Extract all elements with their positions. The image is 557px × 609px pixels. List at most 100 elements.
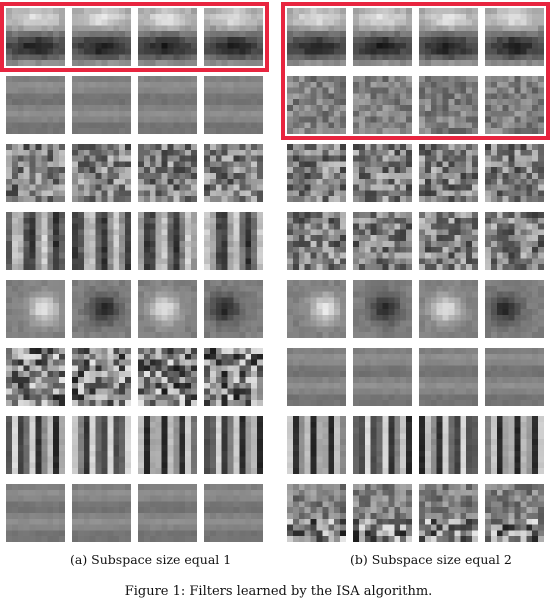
filter-image	[138, 348, 197, 406]
filter-image	[485, 144, 544, 202]
filter-cell	[138, 8, 197, 66]
filter-cell	[204, 280, 263, 338]
panel-a	[6, 0, 263, 542]
filter-cell	[419, 76, 478, 134]
filter-image	[287, 348, 346, 406]
filter-cell	[72, 484, 131, 542]
filter-cell	[204, 8, 263, 66]
filter-cell	[419, 144, 478, 202]
filter-image	[72, 280, 131, 338]
filter-cell	[419, 484, 478, 542]
filter-image	[138, 416, 197, 474]
filter-cell	[72, 8, 131, 66]
filter-cell	[6, 416, 65, 474]
filter-cell	[353, 76, 412, 134]
filter-image	[72, 348, 131, 406]
filter-cell	[419, 416, 478, 474]
filter-image	[72, 484, 131, 542]
filter-cell	[287, 8, 346, 66]
filter-cell	[138, 348, 197, 406]
filter-cell	[6, 348, 65, 406]
filter-image	[72, 8, 131, 66]
filter-image	[6, 212, 65, 270]
filter-cell	[138, 212, 197, 270]
filter-image	[287, 280, 346, 338]
filter-cell	[353, 280, 412, 338]
filter-cell	[353, 8, 412, 66]
filter-cell	[138, 416, 197, 474]
filter-cell	[6, 144, 65, 202]
filter-image	[6, 416, 65, 474]
filter-cell	[287, 484, 346, 542]
filter-cell	[138, 484, 197, 542]
filter-image	[287, 416, 346, 474]
filter-image	[287, 8, 346, 66]
filter-cell	[6, 484, 65, 542]
filter-image	[6, 484, 65, 542]
filter-cell	[287, 280, 346, 338]
filter-cell	[485, 416, 544, 474]
filter-image	[419, 76, 478, 134]
filter-image	[72, 144, 131, 202]
filter-cell	[72, 416, 131, 474]
filter-image	[353, 484, 412, 542]
filter-image	[138, 76, 197, 134]
filter-cell	[353, 416, 412, 474]
filter-image	[419, 416, 478, 474]
filter-image	[353, 280, 412, 338]
filter-cell	[204, 212, 263, 270]
filter-cell	[353, 144, 412, 202]
filter-cell	[204, 416, 263, 474]
filter-cell	[485, 144, 544, 202]
filter-cell	[6, 76, 65, 134]
filter-image	[287, 484, 346, 542]
filter-cell	[204, 144, 263, 202]
filter-cell	[353, 212, 412, 270]
filter-cell	[72, 212, 131, 270]
filter-image	[485, 348, 544, 406]
filter-image	[6, 76, 65, 134]
filter-image	[353, 8, 412, 66]
filter-cell	[204, 348, 263, 406]
filter-cell	[353, 484, 412, 542]
filter-image	[419, 484, 478, 542]
filter-cell	[138, 144, 197, 202]
filter-cell	[485, 212, 544, 270]
filter-cell	[485, 76, 544, 134]
filter-cell	[72, 280, 131, 338]
filter-image	[72, 76, 131, 134]
filter-image	[485, 484, 544, 542]
filter-image	[419, 144, 478, 202]
filter-image	[204, 212, 263, 270]
filter-image	[72, 212, 131, 270]
filter-cell	[72, 144, 131, 202]
filter-image	[353, 144, 412, 202]
filter-image	[419, 280, 478, 338]
filter-cell	[204, 484, 263, 542]
filter-image	[485, 212, 544, 270]
filter-image	[353, 76, 412, 134]
filter-cell	[419, 280, 478, 338]
filter-image	[485, 76, 544, 134]
filter-cell	[353, 348, 412, 406]
filter-image	[204, 8, 263, 66]
filter-image	[419, 212, 478, 270]
filter-image	[138, 280, 197, 338]
filter-cell	[287, 416, 346, 474]
filter-cell	[419, 8, 478, 66]
figure-caption: Figure 1: Filters learned by the ISA alg…	[124, 584, 433, 599]
filter-cell	[6, 280, 65, 338]
filter-cell	[485, 8, 544, 66]
filter-image	[204, 280, 263, 338]
filter-cell	[485, 484, 544, 542]
filter-image	[6, 8, 65, 66]
filter-cell	[287, 76, 346, 134]
filter-image	[485, 416, 544, 474]
filter-image	[353, 212, 412, 270]
filter-image	[138, 212, 197, 270]
filter-cell	[72, 76, 131, 134]
filter-cell	[287, 348, 346, 406]
filter-cell	[485, 348, 544, 406]
filter-grid-a	[6, 0, 263, 542]
filter-image	[287, 144, 346, 202]
